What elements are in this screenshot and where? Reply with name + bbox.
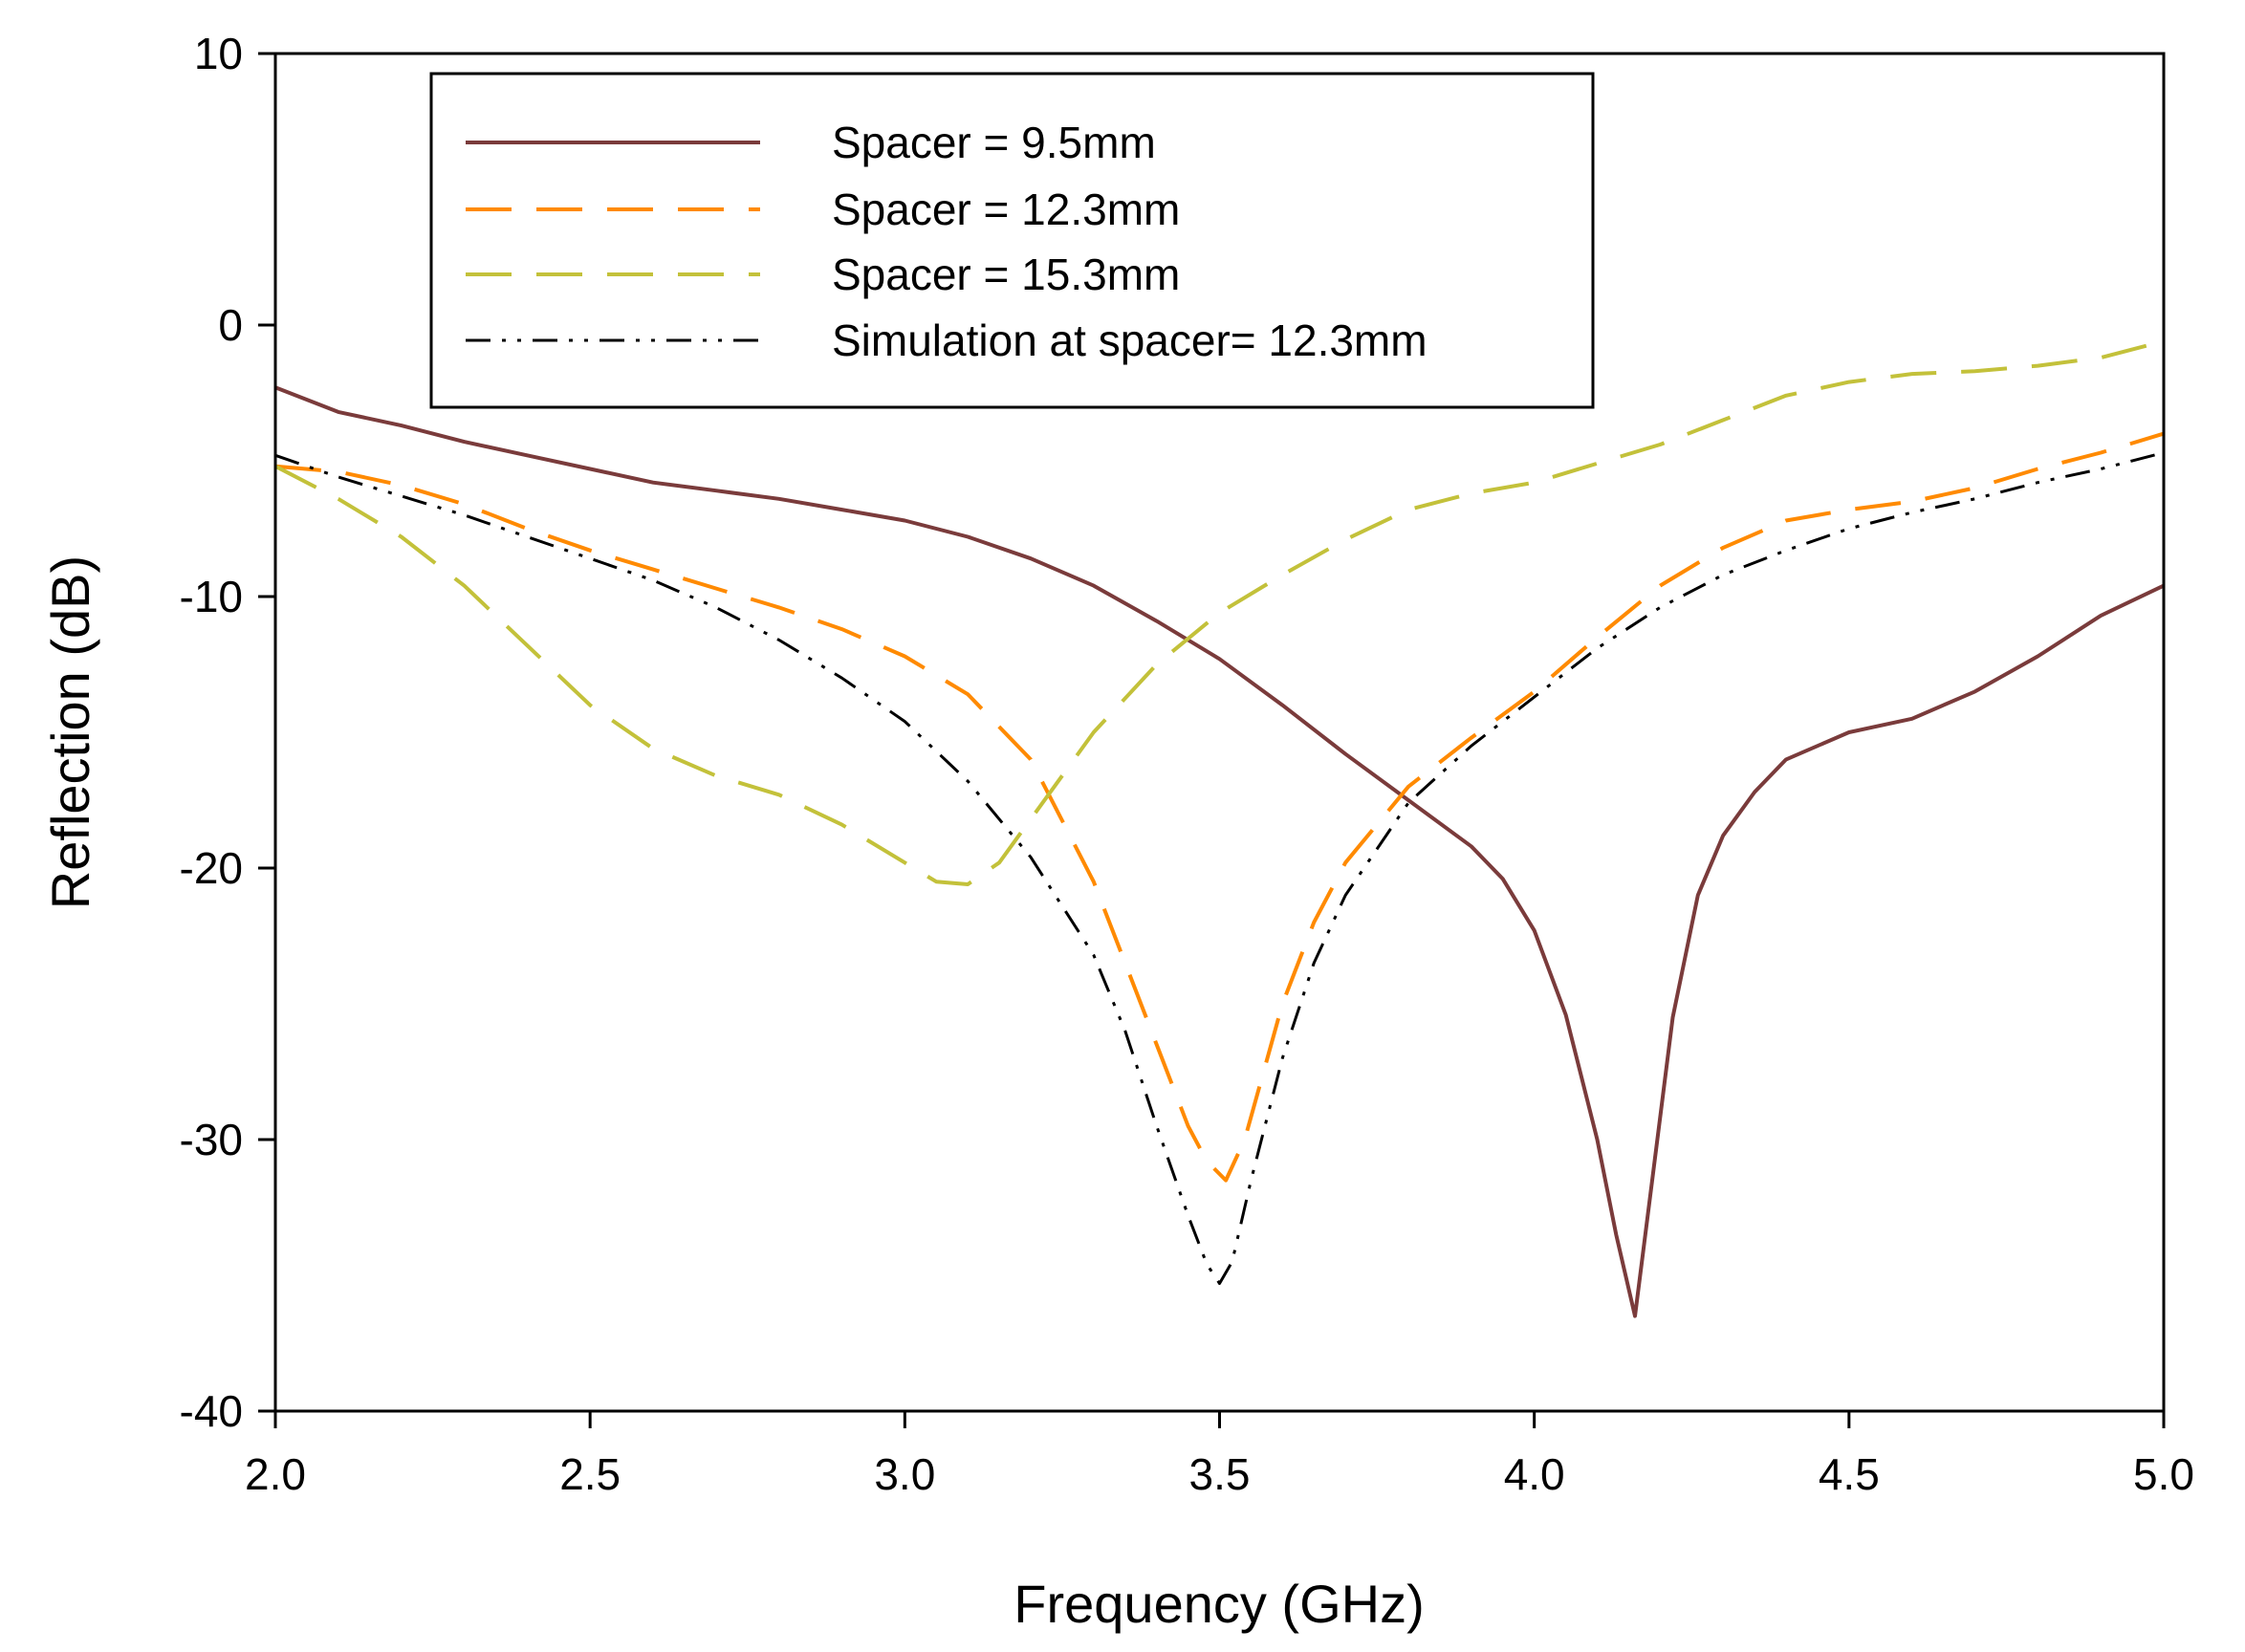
legend-label-spacer-12-3mm: Spacer = 12.3mm — [832, 185, 1180, 234]
y-tick-label: 10 — [194, 29, 243, 78]
legend-label-simulation: Simulation at spacer= 12.3mm — [832, 315, 1428, 365]
x-tick-label: 4.5 — [1819, 1449, 1880, 1499]
y-tick-label: -30 — [180, 1115, 243, 1164]
y-axis-title: Reflection (dB) — [40, 555, 100, 909]
y-tick-label: -10 — [180, 572, 243, 621]
legend-label-spacer-15-3mm: Spacer = 15.3mm — [832, 250, 1180, 299]
series-line-spacer-15-3mm — [274, 339, 2165, 886]
x-tick-label: 3.0 — [874, 1449, 935, 1499]
series-layer — [274, 339, 2165, 1318]
x-tick-label: 2.0 — [245, 1449, 306, 1499]
x-tick-label: 5.0 — [2133, 1449, 2194, 1499]
series-line-simulation-at-spacer-12-3mm — [274, 451, 2165, 1285]
y-tick-label: -20 — [180, 843, 243, 893]
legend: Spacer = 9.5mm Spacer = 12.3mm Spacer = … — [429, 72, 1595, 409]
x-tick-label: 3.5 — [1189, 1449, 1251, 1499]
y-axis-ticks: -40 -30 -20 -10 0 10 — [180, 29, 275, 1436]
x-tick-label: 4.0 — [1504, 1449, 1565, 1499]
legend-label-spacer-9-5mm: Spacer = 9.5mm — [832, 118, 1156, 167]
legend-box — [429, 72, 1595, 409]
series-line-spacer-12-3mm — [274, 431, 2165, 1183]
x-axis-title: Frequency (GHz) — [1014, 1574, 1424, 1634]
y-tick-label: -40 — [180, 1386, 243, 1436]
x-axis-ticks: 2.0 2.5 3.0 3.5 4.0 4.5 5.0 — [245, 1411, 2194, 1499]
x-tick-label: 2.5 — [559, 1449, 621, 1499]
series-line-spacer-9-5mm — [274, 385, 2165, 1318]
y-tick-label: 0 — [218, 300, 243, 350]
